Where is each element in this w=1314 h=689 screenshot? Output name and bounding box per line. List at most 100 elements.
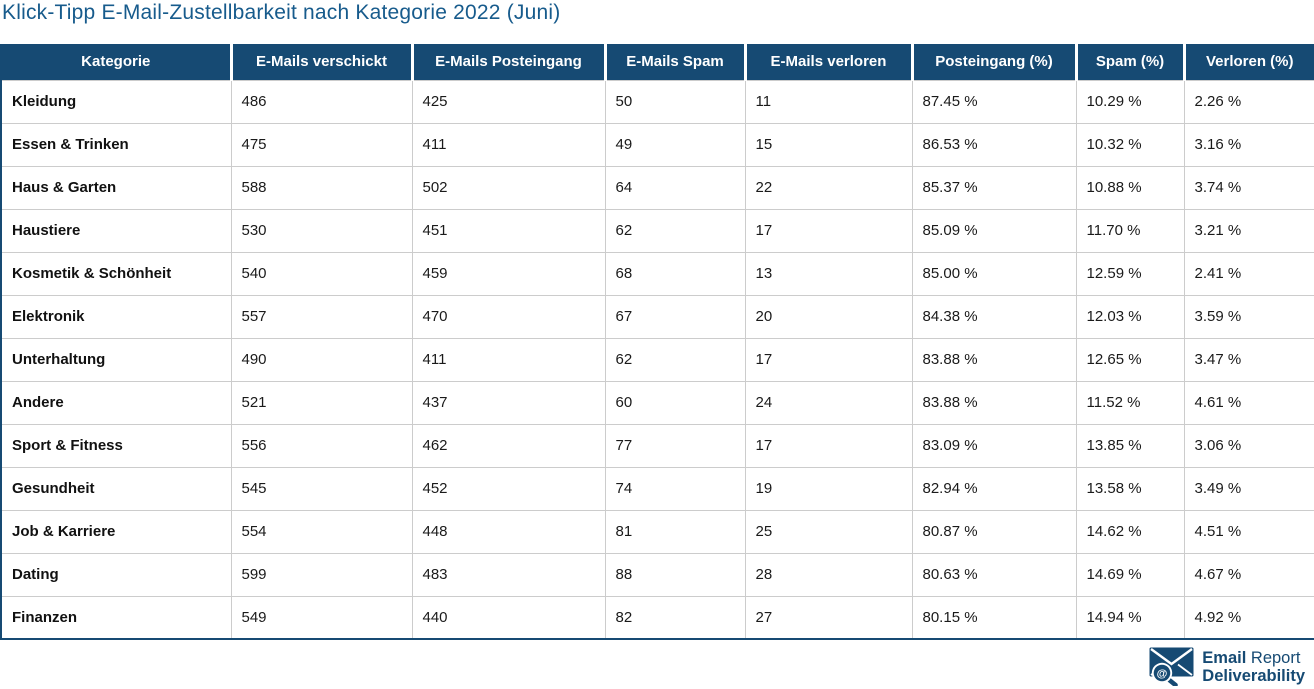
value-cell: 64 — [604, 165, 745, 209]
value-cell: 68 — [604, 251, 745, 295]
value-cell: 13 — [744, 251, 912, 295]
value-cell: 86.53 % — [911, 122, 1076, 166]
value-cell: 74 — [604, 466, 745, 510]
value-cell: 452 — [411, 466, 605, 510]
table-row: Essen & Trinken 475 411 49 15 86.53 % 10.32 % 3… — [1, 122, 1314, 166]
value-cell: 554 — [230, 509, 412, 553]
value-cell: 425 — [411, 79, 605, 123]
value-cell: 11.70 % — [1075, 208, 1184, 252]
category-cell: Essen & Trinken — [1, 122, 231, 166]
value-cell: 62 — [604, 208, 745, 252]
value-cell: 82 — [604, 595, 745, 639]
column-header: Verloren (%) — [1182, 44, 1314, 80]
value-cell: 14.94 % — [1075, 595, 1184, 639]
value-cell: 80.15 % — [911, 595, 1076, 639]
table-row: Dating 599 483 88 28 80.63 % 14.69 % 4.67 % — [1, 552, 1314, 596]
category-cell: Sport & Fitness — [1, 423, 231, 467]
value-cell: 4.51 % — [1183, 509, 1314, 553]
value-cell: 85.00 % — [911, 251, 1076, 295]
value-cell: 62 — [604, 337, 745, 381]
value-cell: 556 — [230, 423, 412, 467]
value-cell: 4.61 % — [1183, 380, 1314, 424]
value-cell: 486 — [230, 79, 412, 123]
value-cell: 15 — [744, 122, 912, 166]
value-cell: 4.67 % — [1183, 552, 1314, 596]
value-cell: 10.32 % — [1075, 122, 1184, 166]
value-cell: 27 — [744, 595, 912, 639]
footer: @ Email Report Deliverability — [1149, 647, 1305, 686]
envelope-magnifier-icon: @ — [1149, 647, 1194, 686]
value-cell: 3.16 % — [1183, 122, 1314, 166]
value-cell: 549 — [230, 595, 412, 639]
value-cell: 83.88 % — [911, 337, 1076, 381]
value-cell: 3.47 % — [1183, 337, 1314, 381]
logo-word-email: Email — [1202, 648, 1247, 667]
value-cell: 411 — [411, 337, 605, 381]
value-cell: 83.88 % — [911, 380, 1076, 424]
value-cell: 81 — [604, 509, 745, 553]
value-cell: 2.26 % — [1183, 79, 1314, 123]
category-cell: Elektronik — [1, 294, 231, 338]
table-row: Haus & Garten 588 502 64 22 85.37 % 10.88 % 3.7… — [1, 165, 1314, 209]
value-cell: 459 — [411, 251, 605, 295]
value-cell: 557 — [230, 294, 412, 338]
value-cell: 588 — [230, 165, 412, 209]
value-cell: 3.49 % — [1183, 466, 1314, 510]
column-header: E-Mails verschickt — [229, 44, 412, 80]
category-cell: Haustiere — [1, 208, 231, 252]
value-cell: 87.45 % — [911, 79, 1076, 123]
value-cell: 4.92 % — [1183, 595, 1314, 639]
column-header: Spam (%) — [1074, 44, 1184, 80]
value-cell: 82.94 % — [911, 466, 1076, 510]
table-row: Kosmetik & Schönheit 540 459 68 13 85.00 % 12.… — [1, 251, 1314, 295]
value-cell: 13.58 % — [1075, 466, 1184, 510]
value-cell: 545 — [230, 466, 412, 510]
value-cell: 14.62 % — [1075, 509, 1184, 553]
table-row: Andere 521 437 60 24 83.88 % 11.52 % 4.61 % — [1, 380, 1314, 424]
column-header: Posteingang (%) — [910, 44, 1076, 80]
value-cell: 84.38 % — [911, 294, 1076, 338]
value-cell: 3.74 % — [1183, 165, 1314, 209]
category-cell: Dating — [1, 552, 231, 596]
category-cell: Finanzen — [1, 595, 231, 639]
logo-text: Email Report Deliverability — [1202, 649, 1305, 685]
table-header-row: Kategorie E-Mails verschickt E-Mails Poste… — [1, 44, 1314, 80]
value-cell: 448 — [411, 509, 605, 553]
value-cell: 85.37 % — [911, 165, 1076, 209]
value-cell: 22 — [744, 165, 912, 209]
value-cell: 521 — [230, 380, 412, 424]
deliverability-table: Kategorie E-Mails verschickt E-Mails Poste… — [0, 44, 1314, 640]
value-cell: 475 — [230, 122, 412, 166]
value-cell: 14.69 % — [1075, 552, 1184, 596]
column-header: E-Mails verloren — [743, 44, 912, 80]
value-cell: 19 — [744, 466, 912, 510]
table-row: Kleidung 486 425 50 11 87.45 % 10.29 % 2.26 % — [1, 79, 1314, 123]
value-cell: 80.87 % — [911, 509, 1076, 553]
value-cell: 451 — [411, 208, 605, 252]
category-cell: Kosmetik & Schönheit — [1, 251, 231, 295]
table-row: Elektronik 557 470 67 20 84.38 % 12.03 % 3.59 % — [1, 294, 1314, 338]
category-cell: Andere — [1, 380, 231, 424]
value-cell: 88 — [604, 552, 745, 596]
value-cell: 599 — [230, 552, 412, 596]
logo-word-report: Report — [1250, 648, 1301, 667]
value-cell: 10.88 % — [1075, 165, 1184, 209]
value-cell: 17 — [744, 337, 912, 381]
category-cell: Haus & Garten — [1, 165, 231, 209]
value-cell: 13.85 % — [1075, 423, 1184, 467]
column-header: Kategorie — [1, 44, 231, 80]
value-cell: 49 — [604, 122, 745, 166]
value-cell: 17 — [744, 208, 912, 252]
value-cell: 80.63 % — [911, 552, 1076, 596]
value-cell: 411 — [411, 122, 605, 166]
value-cell: 502 — [411, 165, 605, 209]
table-row: Finanzen 549 440 82 27 80.15 % 14.94 % 4.92 % — [1, 595, 1314, 639]
column-header: E-Mails Posteingang — [410, 44, 605, 80]
value-cell: 77 — [604, 423, 745, 467]
table-row: Job & Karriere 554 448 81 25 80.87 % 14.62 % 4.… — [1, 509, 1314, 553]
value-cell: 483 — [411, 552, 605, 596]
table-row: Unterhaltung 490 411 62 17 83.88 % 12.65 % 3.47… — [1, 337, 1314, 381]
logo-line-2: Deliverability — [1202, 666, 1305, 685]
value-cell: 50 — [604, 79, 745, 123]
